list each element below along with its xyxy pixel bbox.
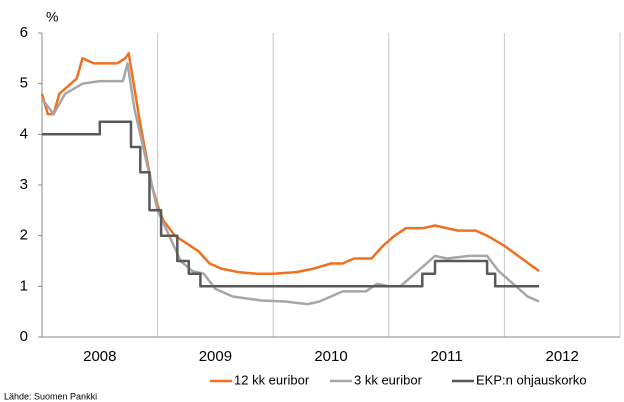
x-tick-label: 2011: [430, 348, 462, 365]
y-tick-label: 6: [20, 24, 28, 41]
x-tick-label: 2012: [546, 348, 579, 365]
y-axis-label: %: [46, 9, 58, 25]
source-note: Lähde: Suomen Pankki: [4, 391, 97, 401]
x-tick-label: 2010: [314, 348, 347, 365]
legend-label: 12 kk euribor: [234, 372, 310, 387]
y-tick-label: 3: [20, 176, 28, 193]
x-tick-label: 2009: [199, 348, 232, 365]
legend-label: 3 kk euribor: [354, 372, 423, 387]
x-tick-label: 2008: [83, 348, 116, 365]
series-line: [42, 120, 540, 288]
y-tick-label: 4: [20, 125, 28, 142]
y-tick-label: 2: [20, 227, 28, 244]
series-line: [40, 52, 540, 275]
legend-label: EKP:n ohjauskorko: [476, 372, 587, 387]
y-tick-label: 0: [20, 328, 28, 345]
y-tick-label: 5: [20, 75, 28, 92]
y-tick-label: 1: [20, 277, 28, 294]
series-line: [41, 62, 540, 306]
